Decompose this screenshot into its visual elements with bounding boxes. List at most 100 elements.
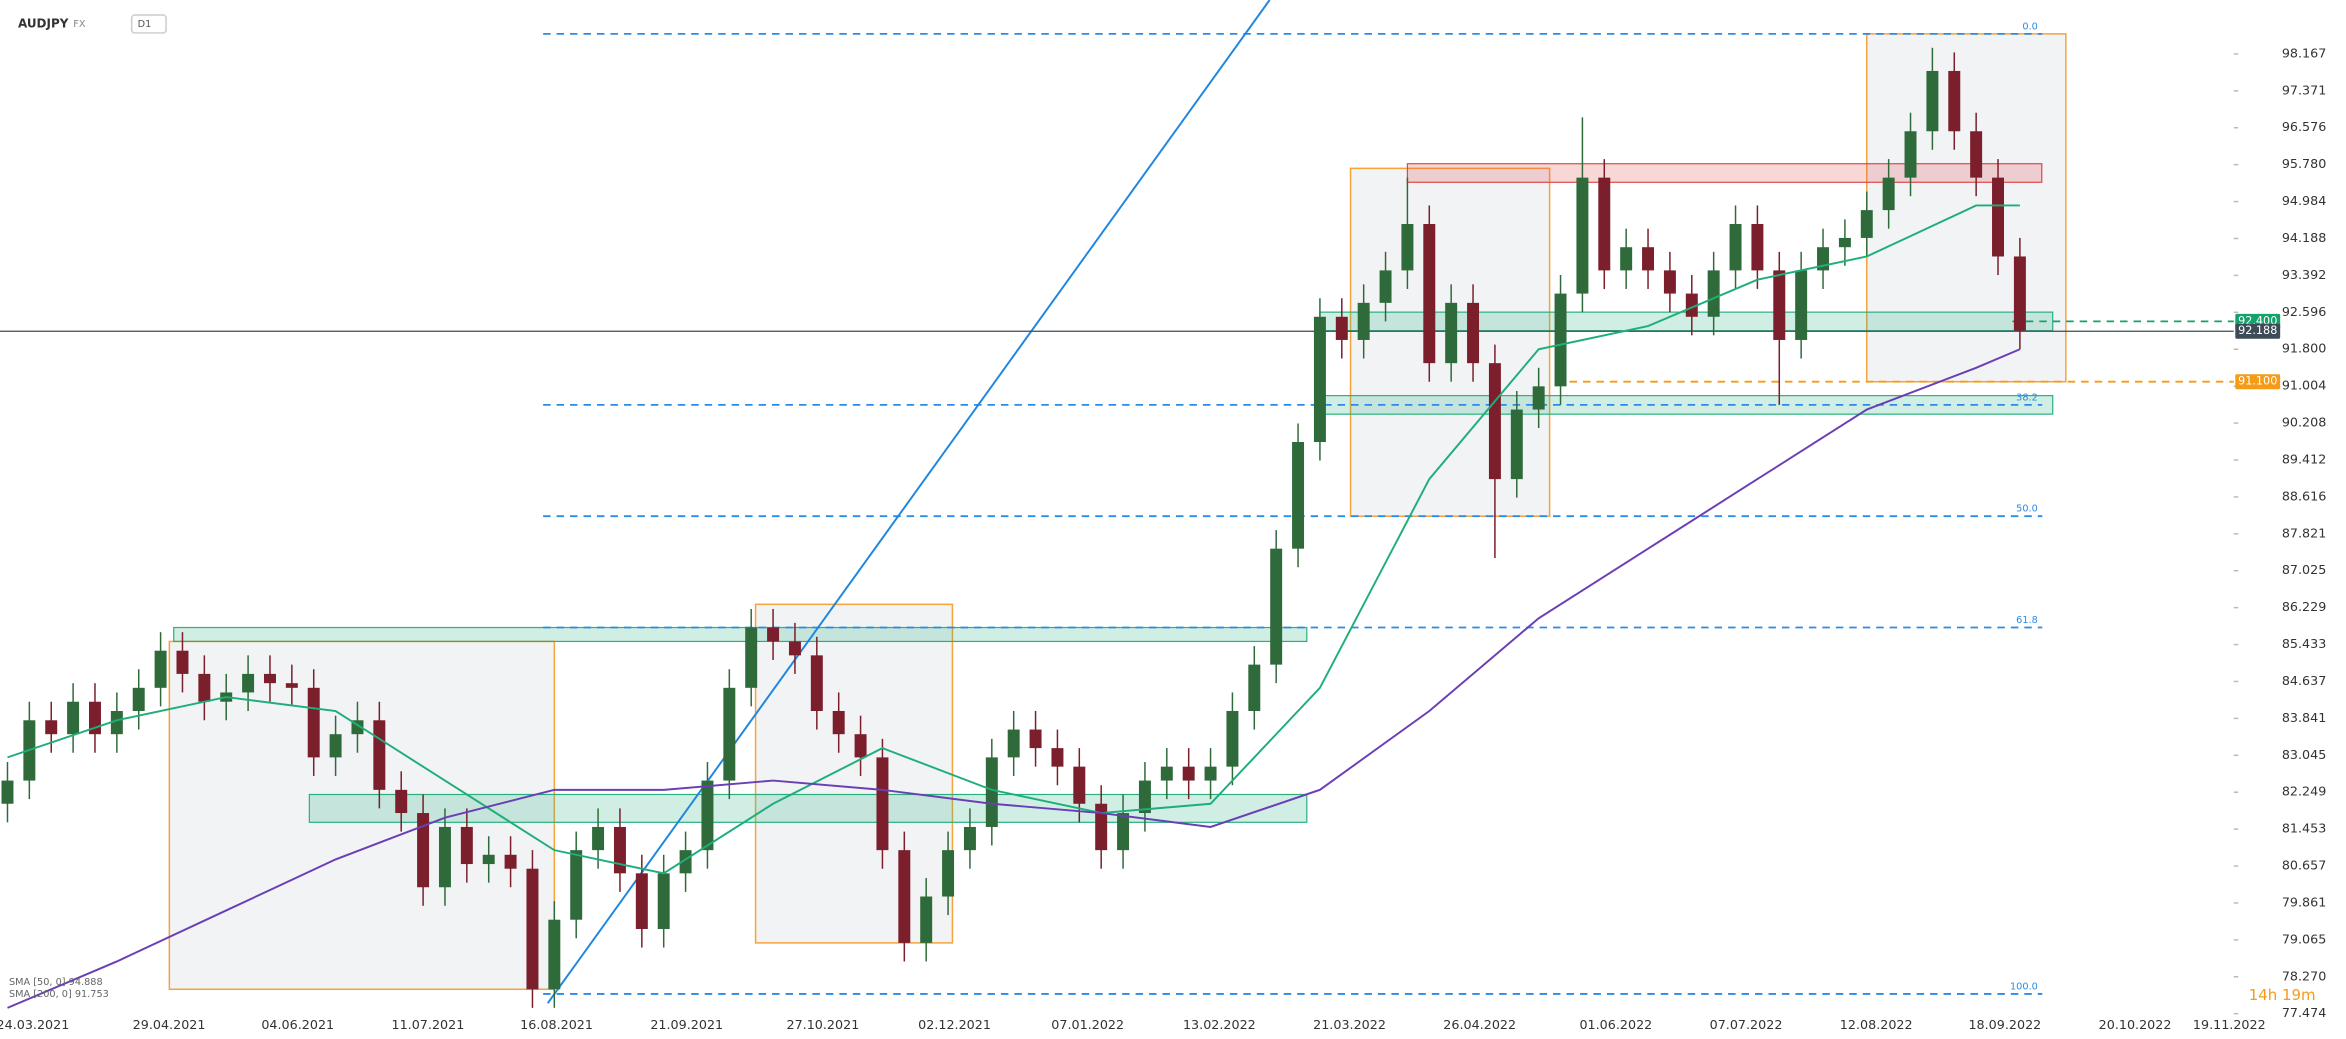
candle-body	[1335, 316, 1348, 340]
candle-body	[1554, 293, 1567, 387]
x-tick-label: 07.07.2022	[1710, 1017, 1783, 1032]
candle-body	[1817, 247, 1830, 271]
candle-body	[1138, 780, 1151, 814]
candle-body	[1467, 302, 1480, 364]
candle-body	[723, 687, 736, 781]
candle-body	[1007, 729, 1020, 758]
zones: 0.0 38.2 50.0 61.8 100.0	[168, 0, 2067, 1004]
candle-body	[613, 826, 626, 874]
y-tick-label: 87.821	[2282, 525, 2327, 540]
symbol[interactable]: AUDJPY	[18, 16, 69, 30]
candle-body	[1620, 247, 1633, 271]
candle-body	[767, 627, 780, 642]
candle-body	[88, 701, 101, 735]
range-box	[1866, 33, 2067, 383]
candle-body	[679, 850, 692, 874]
candle-body	[307, 687, 320, 758]
candle-body	[263, 673, 276, 684]
candle-body	[1, 780, 14, 804]
x-tick-label: 11.07.2021	[392, 1017, 465, 1032]
countdown: 14h 19m	[2249, 986, 2316, 1004]
fib-label: 50.0	[2016, 504, 2038, 515]
candle-body	[1423, 224, 1436, 364]
interval[interactable]: D1	[138, 19, 152, 30]
market[interactable]: FX	[73, 19, 86, 30]
candle-body	[942, 850, 955, 897]
candle-body	[1204, 766, 1217, 781]
candle-body	[876, 757, 889, 851]
candle-body	[1270, 548, 1283, 665]
x-tick-label: 29.04.2021	[133, 1017, 206, 1032]
y-tick-label: 97.371	[2282, 82, 2327, 97]
y-tick-label: 79.861	[2282, 894, 2327, 909]
candle-body	[1510, 409, 1523, 480]
x-tick-label: 24.03.2021	[0, 1017, 69, 1032]
candle-body	[438, 826, 451, 888]
y-tick-label: 88.616	[2282, 488, 2327, 503]
candle-body	[1248, 664, 1261, 712]
x-tick-label: 18.09.2022	[1968, 1017, 2041, 1032]
candle-body	[1532, 386, 1545, 410]
y-tick-label: 95.780	[2282, 156, 2327, 171]
x-tick-label: 27.10.2021	[786, 1017, 859, 1032]
candle-body	[132, 687, 145, 712]
y-tick-label: 78.270	[2282, 968, 2327, 983]
candle-body	[745, 627, 758, 688]
candle-body	[482, 854, 495, 865]
y-tick-label: 83.045	[2282, 747, 2327, 762]
x-tick-label: 21.03.2022	[1313, 1017, 1386, 1032]
candle-body	[67, 701, 80, 735]
price-tag-label: 91.100	[2238, 375, 2277, 388]
x-tick-label: 13.02.2022	[1183, 1017, 1256, 1032]
price-tag-label: 92.188	[2238, 324, 2277, 337]
candle-body	[460, 826, 473, 865]
trend-line	[546, 0, 1271, 1004]
candle-body	[526, 868, 539, 990]
candle-body	[1992, 177, 2005, 257]
candle-body	[417, 813, 430, 888]
candle-body	[1904, 131, 1917, 178]
candle-body	[1795, 270, 1808, 340]
candle-body	[1598, 177, 1611, 271]
candle-body	[504, 854, 517, 869]
candle-body	[1292, 442, 1305, 549]
x-tick-label: 26.04.2022	[1443, 1017, 1516, 1032]
candle-body	[1970, 131, 1983, 178]
y-tick-label: 82.249	[2282, 784, 2327, 799]
y-tick-label: 79.065	[2282, 931, 2327, 946]
candle-body	[1663, 270, 1676, 294]
x-tick-label: 04.06.2021	[261, 1017, 334, 1032]
candle-body	[154, 650, 167, 688]
x-tick-label: 19.11.2022	[2193, 1017, 2266, 1032]
candle-body	[920, 896, 933, 943]
candle-body	[657, 873, 670, 929]
x-tick-label: 21.09.2021	[650, 1017, 723, 1032]
fib-label: 38.2	[2016, 392, 2038, 403]
candle-body	[1117, 813, 1130, 851]
candle-body	[1576, 177, 1589, 294]
candle-body	[1488, 363, 1501, 480]
candle-body	[635, 873, 648, 929]
candle-body	[329, 734, 342, 758]
y-tick-label: 86.229	[2282, 599, 2327, 614]
candle-body	[1313, 316, 1326, 443]
candle-body	[1642, 247, 1655, 271]
y-tick-label: 85.433	[2282, 636, 2327, 651]
y-tick-label: 94.188	[2282, 230, 2327, 245]
fib-label: 61.8	[2016, 615, 2038, 626]
candle-body	[1445, 302, 1458, 364]
y-tick-label: 90.208	[2282, 415, 2327, 430]
candle-body	[1773, 270, 1786, 340]
candle-body	[898, 850, 911, 943]
interval-box[interactable]	[130, 14, 167, 34]
price-tag	[2235, 323, 2281, 339]
candle-body	[1401, 224, 1414, 271]
candle-body	[285, 683, 298, 688]
y-tick-label: 77.474	[2282, 1005, 2327, 1020]
sma-line	[7, 204, 2020, 875]
fib-label: 0.0	[2022, 21, 2037, 32]
candle-body	[570, 850, 583, 920]
legend-entry: SMA [200, 0] 91.753	[9, 989, 109, 1000]
plot	[0, 47, 2234, 1009]
